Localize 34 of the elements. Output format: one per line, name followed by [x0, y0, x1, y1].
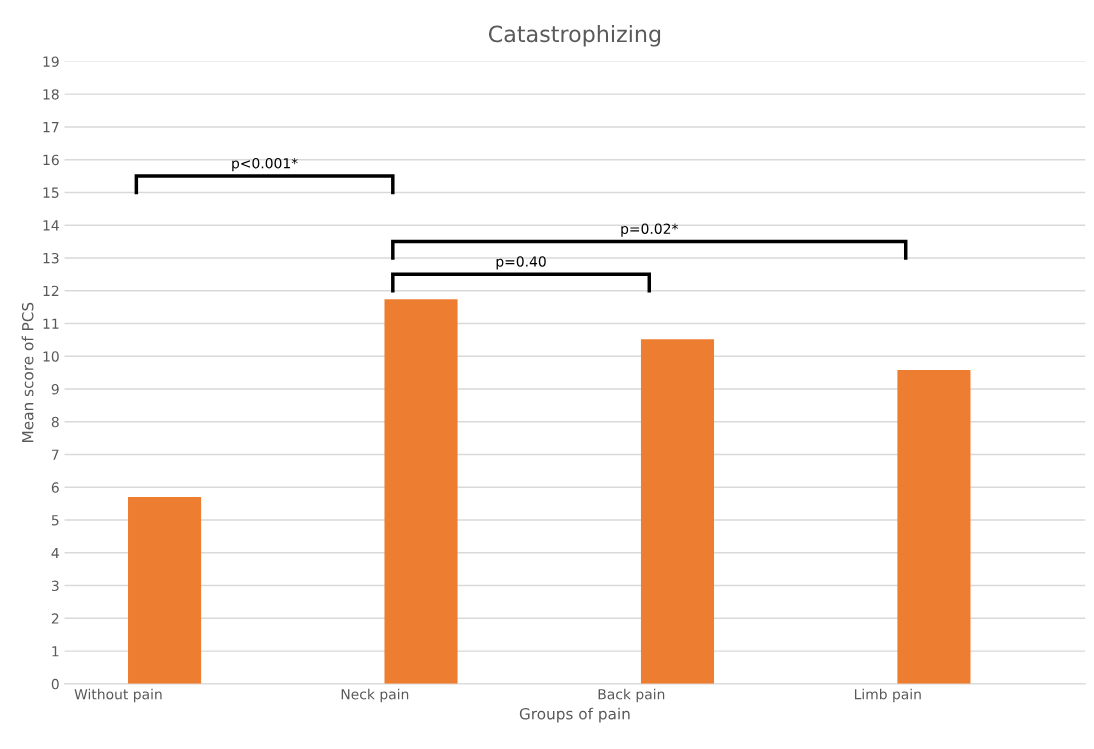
x-tick-label: Without pain [74, 688, 162, 703]
y-tick-label: 18 [43, 89, 59, 100]
bar [897, 370, 971, 684]
y-tick-label: 12 [43, 285, 59, 297]
y-tick-label: 0 [51, 678, 59, 690]
y-tick-label: 4 [51, 547, 59, 559]
y-tick-label: 7 [51, 449, 59, 460]
y-tick-label: 2 [51, 613, 59, 624]
annotation: p<0.001* [232, 157, 298, 172]
y-tick-label: 11 [43, 318, 59, 329]
y-tick-label: 13 [43, 252, 59, 264]
bar [640, 339, 715, 684]
y-tick-label: 10 [43, 351, 59, 362]
y-tick-label: 1 [52, 646, 59, 657]
y-tick-label: 16 [43, 154, 59, 166]
y-tick-label: 19 [43, 56, 59, 67]
annotation: p=0.02* [621, 223, 679, 237]
y-tick-label: 5 [51, 515, 59, 526]
chart-title: Catastrophizing [488, 25, 661, 47]
y-axis-title: Mean score of PCS [21, 302, 34, 442]
y-tick-label: 17 [43, 122, 59, 133]
x-tick-label: Limb pain [854, 688, 921, 703]
bar [128, 497, 202, 684]
bar [384, 299, 458, 684]
y-tick-label: 15 [43, 187, 59, 198]
y-tick-label: 9 [51, 383, 59, 395]
y-tick-label: 3 [51, 580, 59, 592]
y-tick-label: 14 [43, 220, 59, 231]
y-tick-label: 8 [51, 416, 59, 428]
x-tick-label: Neck pain [341, 688, 409, 703]
y-tick-label: 6 [51, 482, 59, 493]
x-axis-title: Groups of pain [519, 707, 630, 723]
x-tick-label: Back pain [598, 688, 665, 703]
annotation: p=0.40 [496, 256, 546, 270]
